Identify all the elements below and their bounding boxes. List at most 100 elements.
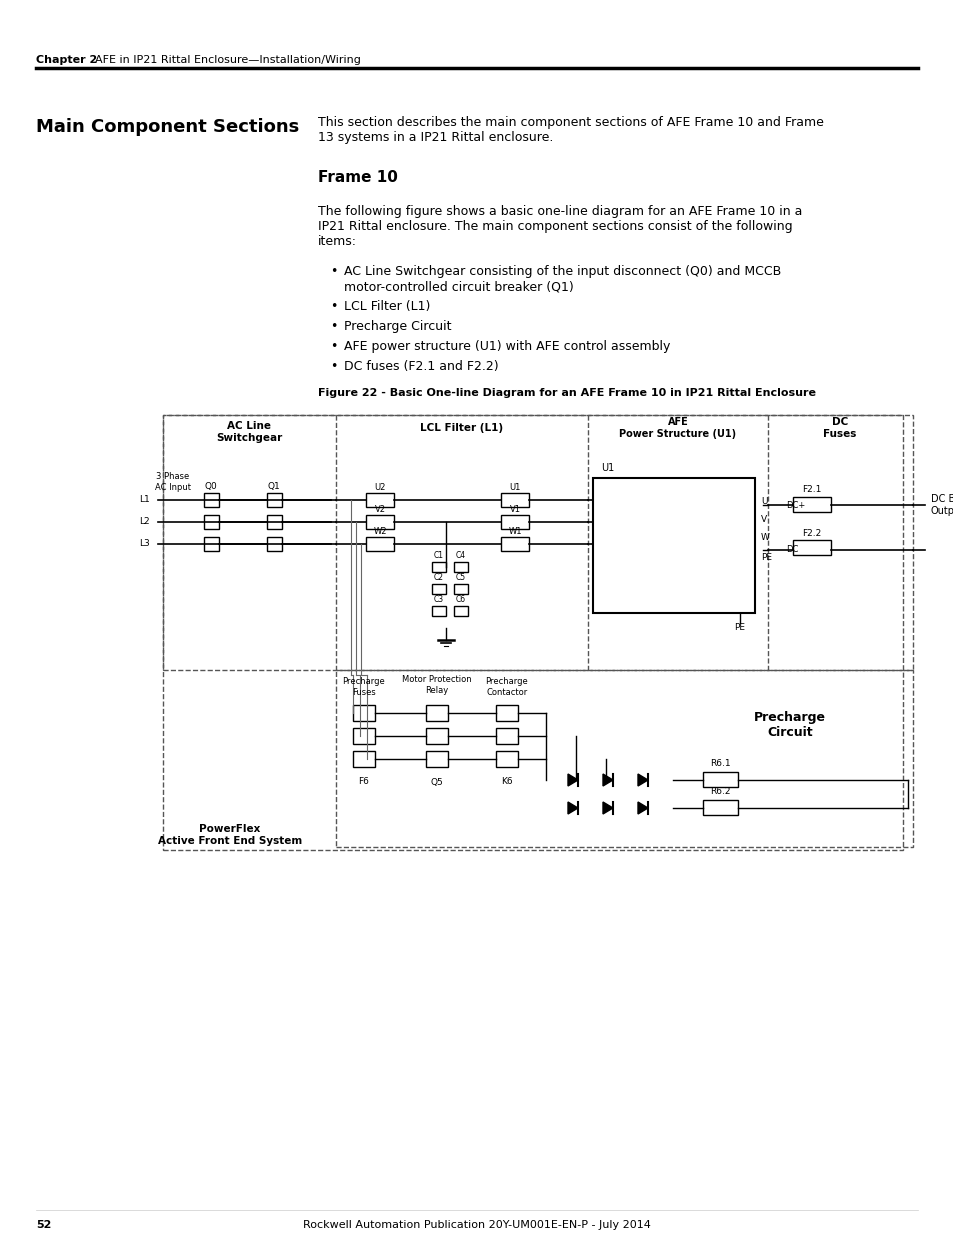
Text: Frame 10: Frame 10 [317,170,397,185]
Text: C3: C3 [434,594,443,604]
Text: The following figure shows a basic one-line diagram for an AFE Frame 10 in a
IP2: The following figure shows a basic one-l… [317,205,801,248]
Text: AFE
Power Structure (U1): AFE Power Structure (U1) [618,417,736,438]
Text: Q5: Q5 [430,778,443,787]
Bar [432,562,446,572]
Bar [500,537,529,551]
Text: This section describes the main component sections of AFE Frame 10 and Frame
13 : This section describes the main componen… [317,116,823,144]
Text: Figure 22 - Basic One-line Diagram for an AFE Frame 10 in IP21 Rittal Enclosure: Figure 22 - Basic One-line Diagram for a… [317,388,815,398]
Text: Q1: Q1 [268,482,280,490]
Bar [500,493,529,508]
Text: V1: V1 [509,505,520,514]
Bar [204,537,219,551]
Text: AC Line
Switchgear: AC Line Switchgear [215,421,282,443]
Text: Precharge
Circuit: Precharge Circuit [753,711,825,739]
Text: W1: W1 [508,526,521,536]
Text: R6.1: R6.1 [709,760,730,768]
Text: U1: U1 [509,483,520,492]
Text: C1: C1 [434,551,443,559]
Text: Motor Protection
Relay: Motor Protection Relay [402,676,472,695]
Text: W2: W2 [373,526,386,536]
Text: F2.2: F2.2 [801,529,821,537]
Bar [353,751,375,767]
Polygon shape [567,802,578,814]
Text: U2: U2 [374,483,385,492]
Text: •: • [330,340,337,353]
Text: •: • [330,300,337,312]
Text: •: • [330,359,337,373]
Text: F2.1: F2.1 [801,485,821,494]
Bar [163,415,912,671]
Bar [702,800,738,815]
Bar [702,772,738,787]
Polygon shape [602,774,613,785]
Bar [335,671,912,847]
Text: Main Component Sections: Main Component Sections [36,119,299,136]
Bar [432,606,446,616]
Polygon shape [567,774,578,785]
Text: C2: C2 [434,573,443,582]
Bar [426,751,448,767]
Bar [366,515,394,529]
Text: L3: L3 [139,540,150,548]
Bar [496,727,517,743]
Bar [426,727,448,743]
Bar [204,515,219,529]
Text: 52: 52 [36,1220,51,1230]
Polygon shape [602,802,613,814]
Text: DC: DC [785,546,798,555]
Text: LCL Filter (L1): LCL Filter (L1) [420,424,503,433]
Bar [353,705,375,721]
Bar [267,515,282,529]
Text: V2: V2 [375,505,385,514]
Text: AC Line Switchgear consisting of the input disconnect (Q0) and MCCB: AC Line Switchgear consisting of the inp… [344,266,781,278]
Bar [432,584,446,594]
Polygon shape [638,802,647,814]
Bar [267,493,282,508]
Bar [163,415,902,850]
Bar [353,727,375,743]
Bar [454,562,468,572]
Bar [792,540,830,555]
Text: Precharge Circuit: Precharge Circuit [344,320,451,333]
Text: •: • [330,266,337,278]
Text: Precharge
Fuses: Precharge Fuses [342,677,385,697]
Text: Q0: Q0 [204,482,217,490]
Text: LCL Filter (L1): LCL Filter (L1) [344,300,430,312]
Text: Chapter 2: Chapter 2 [36,56,97,65]
Text: DC+: DC+ [785,500,804,510]
Text: F6: F6 [358,778,369,787]
Bar [496,705,517,721]
Text: AFE in IP21 Rittal Enclosure—Installation/Wiring: AFE in IP21 Rittal Enclosure—Installatio… [95,56,360,65]
Text: DC fuses (F2.1 and F2.2): DC fuses (F2.1 and F2.2) [344,359,498,373]
Text: L2: L2 [139,517,150,526]
Text: Rockwell Automation Publication 20Y-UM001E-EN-P - July 2014: Rockwell Automation Publication 20Y-UM00… [303,1220,650,1230]
Bar [496,751,517,767]
Text: W: W [760,534,769,542]
Bar [454,606,468,616]
Text: K6: K6 [500,778,513,787]
Bar [204,493,219,508]
Text: motor-controlled circuit breaker (Q1): motor-controlled circuit breaker (Q1) [344,280,573,293]
Text: U: U [760,498,767,506]
Text: C5: C5 [456,573,466,582]
Text: Precharge
Contactor: Precharge Contactor [485,677,528,697]
Bar [426,705,448,721]
Bar [500,515,529,529]
Bar [454,584,468,594]
Bar [792,496,830,513]
Text: L1: L1 [139,495,150,505]
Text: 3 Phase
AC Input: 3 Phase AC Input [154,472,191,492]
Text: DC
Fuses: DC Fuses [822,417,856,438]
Bar [267,537,282,551]
Bar [366,493,394,508]
Text: DC Bus
Output: DC Bus Output [930,494,953,516]
Text: PE: PE [734,622,744,631]
Text: V: V [760,515,766,525]
Text: C6: C6 [456,594,466,604]
Polygon shape [638,774,647,785]
Text: PE: PE [760,553,771,562]
Bar [366,537,394,551]
Bar [593,478,754,613]
Text: •: • [330,320,337,333]
Text: C4: C4 [456,551,466,559]
